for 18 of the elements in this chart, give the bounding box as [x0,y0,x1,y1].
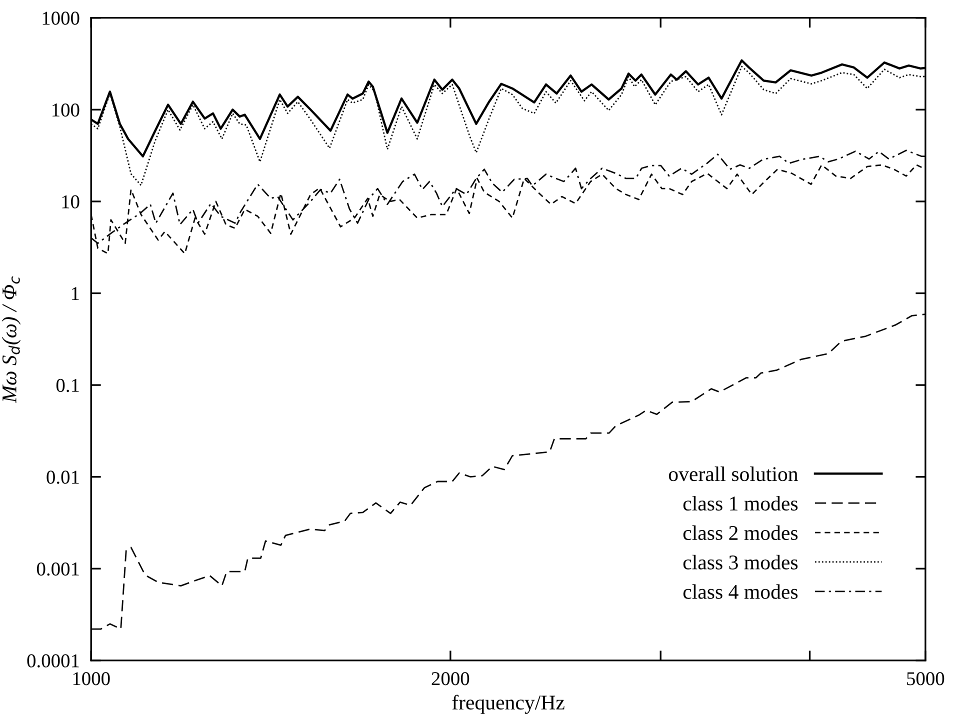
legend-label: overall solution [668,466,798,482]
x-tick-label: 1000 [73,672,110,686]
legend-label: class 1 modes [683,496,798,511]
y-tick-label: 1 [72,287,79,300]
y-tick-label: 0.1 [56,378,79,392]
y-tick-label: 0.001 [36,562,79,576]
x-tick-label: 2000 [432,672,470,686]
y-tick-label: 1000 [42,12,80,25]
legend-label: class 2 modes [683,525,798,540]
y-tick-label: 0.01 [46,470,79,484]
y-axis-title: Mω S$_{d}$(ω) / Φ$_{c}$ [2,276,21,404]
y-tick-label: 0.0001 [27,654,79,668]
y-tick-label: 10 [62,195,80,208]
legend-label: class 3 modes [683,554,798,570]
x-tick-label: 5000 [907,672,944,686]
x-axis-title: frequency/Hz [452,694,564,714]
y-tick-label: 100 [52,103,80,117]
legend-label: class 4 modes [683,584,798,599]
